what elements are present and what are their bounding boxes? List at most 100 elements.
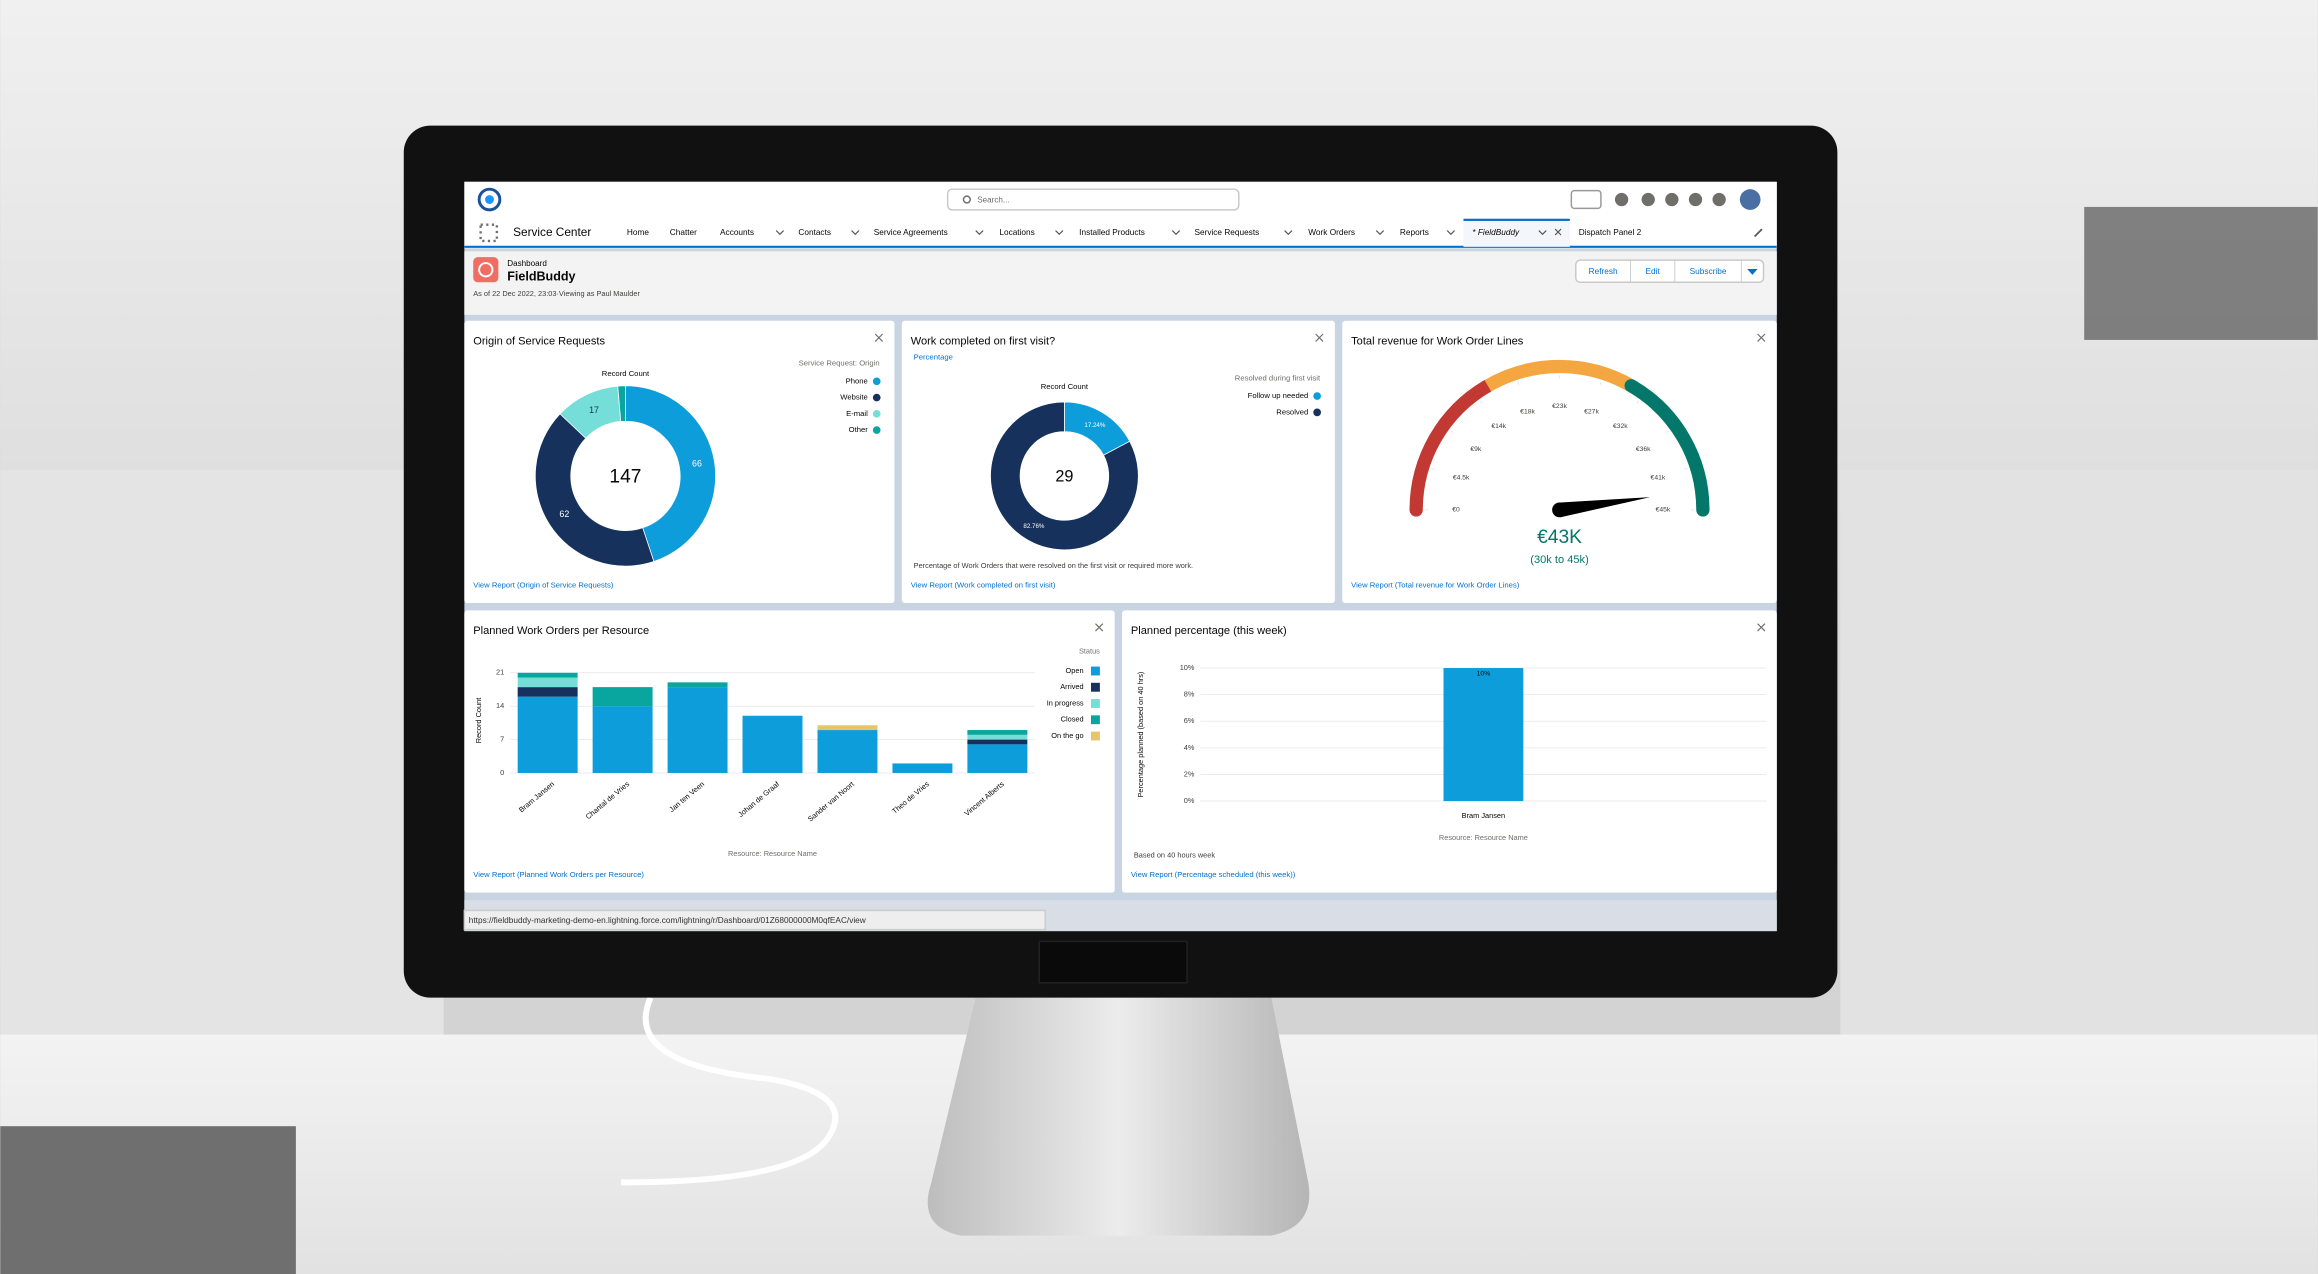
y-tick-label: 7 [500, 735, 504, 744]
nav-item[interactable]: Service Requests [1194, 228, 1259, 237]
nav-dropdown[interactable] [1055, 230, 1064, 236]
measure-label: Record Count [602, 369, 650, 378]
nav-dropdown[interactable] [775, 230, 785, 236]
report-link[interactable]: View Report (Origin of Service Requests) [473, 580, 614, 589]
legend-title: Status [1079, 647, 1100, 656]
nav-item[interactable]: Reports [1400, 228, 1429, 237]
search-box[interactable] [946, 188, 1240, 211]
nav-item[interactable]: Locations [999, 228, 1034, 237]
gauge-tick-label: €0 [1452, 507, 1460, 514]
gauge-tick-label: €36k [1636, 446, 1651, 453]
more-actions[interactable] [1747, 268, 1758, 275]
gauge-tick [1665, 430, 1669, 433]
report-link[interactable]: View Report (Work completed on first vis… [911, 580, 1056, 589]
gauge-tick [1636, 400, 1639, 404]
expand-button[interactable] [1757, 333, 1766, 342]
avatar[interactable] [1739, 189, 1761, 210]
setup-button[interactable] [1688, 192, 1703, 207]
app-logo-core [485, 195, 494, 204]
favorites-button[interactable] [1570, 189, 1602, 210]
expand-button[interactable] [874, 333, 884, 342]
nav-dropdown[interactable] [1375, 230, 1385, 236]
nav-item[interactable]: Service Agreements [874, 228, 948, 237]
legend-label: On the go [1051, 731, 1083, 740]
active-tab[interactable] [1463, 218, 1570, 247]
bar-segment [667, 682, 728, 688]
tab-close[interactable] [1554, 228, 1562, 236]
legend-swatch [1313, 392, 1321, 400]
gauge-tick-label: €23k [1552, 403, 1567, 410]
app-name: Service Center [513, 225, 591, 239]
help-button[interactable] [1665, 192, 1679, 207]
notifications-button[interactable] [1712, 192, 1726, 207]
legend-swatch [872, 377, 881, 386]
report-link[interactable]: View Report (Planned Work Orders per Res… [473, 870, 644, 879]
nav-dropdown[interactable] [1171, 230, 1181, 236]
app-launcher-icon [479, 223, 499, 243]
nav-dropdown[interactable] [975, 230, 984, 236]
action-button[interactable]: Subscribe [1690, 267, 1727, 276]
legend-swatch [872, 426, 881, 434]
legend-swatch [1091, 731, 1100, 741]
data-label: 17 [589, 405, 599, 415]
center-total: 147 [609, 466, 641, 487]
legend-swatch [1091, 715, 1100, 725]
search-placeholder: Search... [977, 195, 1009, 204]
y-axis-label: Record Count [474, 698, 483, 744]
x-axis-label: Resource: Resource Name [728, 849, 817, 858]
widget-title: Planned percentage (this week) [1131, 625, 1287, 637]
widget-title: Total revenue for Work Order Lines [1351, 335, 1524, 347]
widget-footnote: Percentage of Work Orders that were reso… [914, 561, 1193, 570]
nav-item[interactable]: Chatter [670, 228, 697, 237]
app-launcher[interactable] [479, 223, 499, 243]
nav-item[interactable]: Work Orders [1308, 228, 1355, 237]
center-total: 29 [1055, 468, 1073, 486]
y-tick-label: 21 [496, 668, 504, 677]
nav-item[interactable]: Accounts [720, 228, 754, 237]
dashboard-title: FieldBuddy [507, 269, 575, 283]
gauge-tick [1431, 467, 1435, 470]
book [0, 1126, 296, 1274]
report-link[interactable]: View Report (Total revenue for Work Orde… [1351, 580, 1520, 589]
legend-swatch [872, 393, 881, 402]
x-axis-label: Resource: Resource Name [1439, 833, 1528, 842]
donut-segment [534, 413, 655, 567]
report-link[interactable]: View Report (Percentage scheduled (this … [1131, 870, 1296, 879]
bar-segment [517, 677, 578, 688]
gauge-tick [1517, 381, 1520, 385]
gauge-tick [1450, 430, 1454, 433]
action-button[interactable]: Refresh [1589, 267, 1618, 276]
legend-label: Resolved [1276, 407, 1308, 416]
bar [1443, 668, 1524, 802]
nav-dropdown[interactable] [1284, 230, 1293, 236]
add-button[interactable] [1614, 192, 1629, 207]
nav-item[interactable]: Installed Products [1079, 228, 1145, 237]
gauge-tick [1684, 467, 1688, 470]
edit-nav[interactable] [1753, 228, 1763, 238]
widget-subtitle: Percentage [914, 353, 953, 362]
nav-item[interactable]: Home [627, 228, 649, 237]
nav-dropdown[interactable] [1446, 230, 1456, 236]
nav-item[interactable]: Contacts [798, 228, 831, 237]
bar-segment [967, 734, 1028, 740]
gauge-tick [1480, 400, 1483, 404]
y-tick-label: 6% [1184, 716, 1195, 725]
tab-dropdown[interactable] [1538, 230, 1547, 236]
expand-button[interactable] [1315, 333, 1324, 342]
bar-segment [892, 763, 953, 773]
trailhead-button[interactable] [1641, 192, 1655, 207]
gauge-band [1484, 359, 1635, 392]
expand-button[interactable] [1757, 623, 1766, 632]
bar-segment [967, 730, 1028, 735]
widget-footnote: Based on 40 hours week [1134, 851, 1215, 860]
legend-label: Other [849, 425, 869, 434]
dashboard-header [464, 251, 1777, 315]
action-button[interactable]: Edit [1646, 267, 1661, 276]
x-tick-label: Bram Jansen [1462, 811, 1505, 820]
expand-button[interactable] [1095, 623, 1104, 632]
legend-label: Arrived [1060, 682, 1083, 691]
y-tick-label: 14 [496, 701, 504, 710]
gauge-tick-label: €9k [1470, 446, 1482, 453]
nav-dropdown[interactable] [851, 230, 860, 236]
